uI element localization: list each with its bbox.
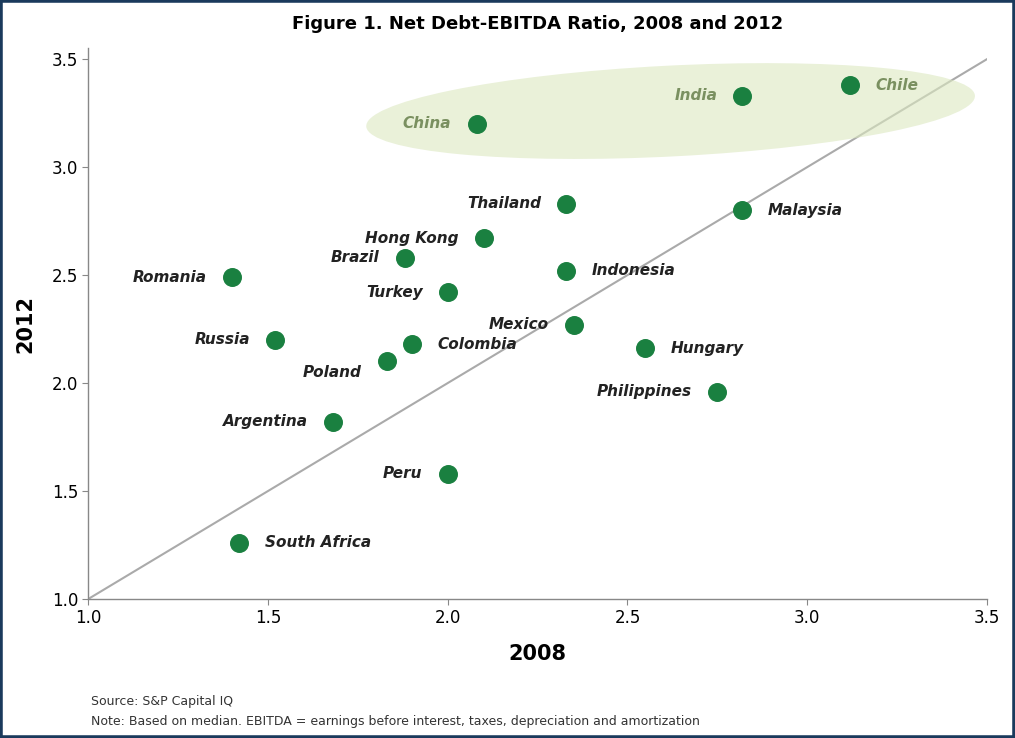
Text: Note: Based on median. EBITDA = earnings before interest, taxes, depreciation an: Note: Based on median. EBITDA = earnings… — [91, 714, 700, 728]
Point — [224, 272, 241, 283]
Point — [558, 198, 574, 210]
Text: Source: S&P Capital IQ: Source: S&P Capital IQ — [91, 694, 233, 708]
Text: Indonesia: Indonesia — [592, 263, 675, 278]
Point — [565, 319, 582, 331]
Point — [397, 252, 413, 263]
Point — [734, 90, 750, 102]
Ellipse shape — [366, 63, 975, 159]
Point — [734, 204, 750, 216]
Text: Hungary: Hungary — [671, 341, 744, 356]
Point — [439, 468, 456, 480]
Text: South Africa: South Africa — [265, 535, 370, 551]
Point — [267, 334, 283, 346]
Text: Turkey: Turkey — [365, 285, 422, 300]
Text: Mexico: Mexico — [488, 317, 548, 332]
Text: Peru: Peru — [383, 466, 422, 481]
Point — [637, 342, 654, 354]
Point — [325, 416, 341, 428]
Point — [379, 356, 395, 368]
Point — [439, 286, 456, 298]
Text: India: India — [674, 89, 718, 103]
Title: Figure 1. Net Debt-EBITDA Ratio, 2008 and 2012: Figure 1. Net Debt-EBITDA Ratio, 2008 an… — [292, 15, 784, 33]
Text: Argentina: Argentina — [222, 414, 308, 430]
Text: Colombia: Colombia — [437, 337, 517, 352]
Point — [558, 265, 574, 277]
Text: Russia: Russia — [195, 332, 250, 348]
Point — [469, 118, 485, 130]
Y-axis label: 2012: 2012 — [15, 294, 35, 353]
Text: Philippines: Philippines — [597, 384, 692, 399]
Point — [842, 79, 859, 91]
Text: Chile: Chile — [875, 77, 919, 93]
Text: Hong Kong: Hong Kong — [365, 231, 459, 246]
Text: Malaysia: Malaysia — [767, 203, 842, 218]
Text: Romania: Romania — [133, 270, 207, 285]
Text: China: China — [403, 117, 452, 131]
Point — [476, 232, 492, 244]
Point — [231, 537, 248, 548]
X-axis label: 2008: 2008 — [509, 644, 566, 664]
Text: Poland: Poland — [302, 365, 361, 380]
Point — [709, 386, 726, 398]
Text: Thailand: Thailand — [467, 196, 541, 211]
Text: Brazil: Brazil — [331, 250, 380, 266]
Point — [404, 338, 420, 350]
